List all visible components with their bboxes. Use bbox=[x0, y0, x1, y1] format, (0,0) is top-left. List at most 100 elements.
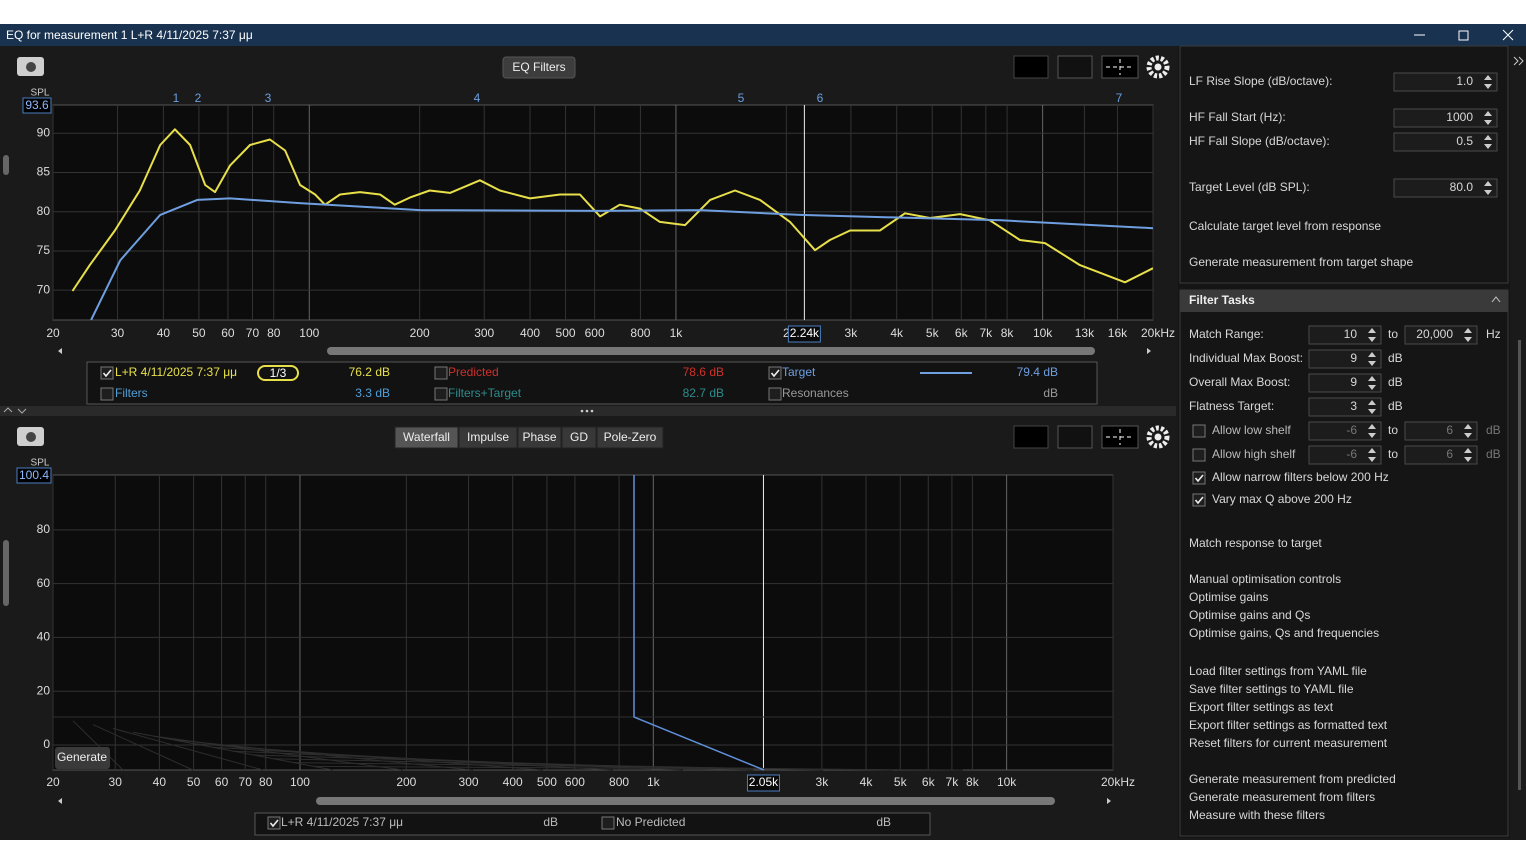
legend-label[interactable]: Predicted bbox=[448, 365, 499, 379]
collapse-icon[interactable] bbox=[1491, 296, 1501, 303]
legend-label[interactable]: L+R 4/11/2025 7:37 μμ bbox=[281, 815, 403, 829]
settings-button[interactable] bbox=[1146, 425, 1170, 449]
spinner-value[interactable]: 80.0 bbox=[1450, 180, 1474, 194]
side-scrollbar[interactable] bbox=[1518, 340, 1521, 790]
action-link[interactable]: Match response to target bbox=[1189, 536, 1322, 550]
spinner-value[interactable]: -6 bbox=[1346, 423, 1357, 437]
view-button[interactable] bbox=[1013, 425, 1049, 449]
filter-marker[interactable]: 1 bbox=[173, 91, 180, 105]
spinner[interactable] bbox=[1393, 132, 1498, 152]
spinner-arrows[interactable] bbox=[1484, 135, 1492, 149]
action-link[interactable]: Save filter settings to YAML file bbox=[1189, 682, 1354, 696]
spinner[interactable] bbox=[1308, 445, 1382, 465]
tab-label[interactable]: Waterfall bbox=[403, 430, 450, 444]
view-button[interactable] bbox=[1057, 55, 1093, 79]
settings-button[interactable] bbox=[1146, 55, 1170, 79]
checkbox[interactable] bbox=[267, 816, 281, 830]
action-link[interactable]: Reset filters for current measurement bbox=[1189, 736, 1388, 750]
spinner[interactable] bbox=[1308, 325, 1382, 345]
spinner-arrows[interactable] bbox=[1484, 181, 1492, 195]
action-link[interactable]: Generate measurement from filters bbox=[1189, 790, 1375, 804]
tab-label[interactable]: Impulse bbox=[467, 430, 509, 444]
spinner-arrows[interactable] bbox=[1484, 75, 1492, 89]
checkbox[interactable] bbox=[1192, 424, 1206, 438]
generate-button-label[interactable]: Generate bbox=[57, 750, 107, 764]
spinner-arrows[interactable] bbox=[1484, 111, 1492, 125]
spinner[interactable] bbox=[1393, 178, 1498, 198]
tab[interactable] bbox=[517, 426, 562, 449]
checkbox[interactable] bbox=[100, 387, 114, 401]
checkbox[interactable] bbox=[1192, 448, 1206, 462]
checkbox-label[interactable]: Vary max Q above 200 Hz bbox=[1212, 492, 1352, 506]
filter-marker[interactable]: 5 bbox=[738, 91, 745, 105]
restore-button[interactable] bbox=[1458, 30, 1469, 41]
action-link[interactable]: Measure with these filters bbox=[1189, 808, 1325, 822]
spinner-value[interactable]: 6 bbox=[1446, 423, 1453, 437]
spinner-arrows[interactable] bbox=[1368, 448, 1376, 462]
checkbox[interactable] bbox=[1192, 471, 1206, 485]
view-button[interactable] bbox=[1013, 55, 1049, 79]
view-button[interactable] bbox=[1057, 425, 1093, 449]
tab-label[interactable]: GD bbox=[570, 430, 588, 444]
action-link[interactable]: Calculate target level from response bbox=[1189, 219, 1381, 233]
spinner[interactable] bbox=[1308, 349, 1382, 369]
action-link[interactable]: Manual optimisation controls bbox=[1189, 572, 1341, 586]
tab[interactable] bbox=[394, 426, 459, 449]
spinner-arrows[interactable] bbox=[1368, 400, 1376, 414]
spinner-value[interactable]: 3 bbox=[1350, 399, 1357, 413]
spinner-value[interactable]: 20,000 bbox=[1416, 327, 1453, 341]
legend-label[interactable]: No Predicted bbox=[616, 815, 685, 829]
legend-label[interactable]: Target bbox=[782, 365, 816, 379]
spinner-value[interactable]: 10 bbox=[1344, 327, 1358, 341]
filter-marker[interactable]: 2 bbox=[195, 91, 202, 105]
spinner[interactable] bbox=[1404, 445, 1478, 465]
spinner-arrows[interactable] bbox=[1368, 352, 1376, 366]
spinner-value[interactable]: 1.0 bbox=[1456, 74, 1473, 88]
tab[interactable] bbox=[458, 426, 518, 449]
spinner[interactable] bbox=[1404, 421, 1478, 441]
filter-tasks-header[interactable] bbox=[1180, 290, 1508, 312]
tab[interactable] bbox=[561, 426, 597, 449]
filter-marker[interactable]: 7 bbox=[1116, 91, 1123, 105]
row-label[interactable]: Allow low shelf bbox=[1212, 423, 1291, 437]
spinner-arrows[interactable] bbox=[1368, 328, 1376, 342]
spinner-arrows[interactable] bbox=[1464, 424, 1472, 438]
spinner-arrows[interactable] bbox=[1368, 424, 1376, 438]
checkbox[interactable] bbox=[1192, 493, 1206, 507]
spinner-arrows[interactable] bbox=[1464, 448, 1472, 462]
smoothing-label[interactable]: 1/3 bbox=[270, 366, 287, 380]
checkbox[interactable] bbox=[434, 366, 448, 380]
checkbox[interactable] bbox=[768, 387, 782, 401]
action-link[interactable]: Load filter settings from YAML file bbox=[1189, 664, 1367, 678]
close-button[interactable] bbox=[1502, 29, 1514, 41]
expand-icon[interactable] bbox=[1513, 56, 1524, 66]
section-title[interactable]: Filter Tasks bbox=[1189, 293, 1255, 307]
tab-label[interactable]: Phase bbox=[522, 430, 556, 444]
filter-marker[interactable]: 6 bbox=[817, 91, 824, 105]
spinner-value[interactable]: 6 bbox=[1446, 447, 1453, 461]
action-link[interactable]: Optimise gains and Qs bbox=[1189, 608, 1310, 622]
tab-label[interactable]: Pole-Zero bbox=[604, 430, 657, 444]
action-link[interactable]: Export filter settings as formatted text bbox=[1189, 718, 1388, 732]
legend-label[interactable]: Resonances bbox=[782, 386, 849, 400]
h-scrollbar-thumb[interactable] bbox=[316, 797, 1055, 805]
v-scrollbar-thumb[interactable] bbox=[3, 155, 9, 175]
spinner-value[interactable]: 9 bbox=[1350, 351, 1357, 365]
smoothing-box[interactable] bbox=[257, 365, 299, 381]
eq-filters-button[interactable] bbox=[502, 56, 576, 79]
h-scrollbar-thumb[interactable] bbox=[327, 347, 1095, 355]
filter-marker[interactable]: 3 bbox=[265, 91, 272, 105]
action-link[interactable]: Export filter settings as text bbox=[1189, 700, 1334, 714]
checkbox[interactable] bbox=[100, 366, 114, 380]
filter-marker[interactable]: 4 bbox=[474, 91, 481, 105]
spinner[interactable] bbox=[1404, 325, 1478, 345]
action-link[interactable]: Optimise gains bbox=[1189, 590, 1268, 604]
spinner-arrows[interactable] bbox=[1464, 328, 1472, 342]
spinner[interactable] bbox=[1308, 373, 1382, 393]
divider-arrows[interactable] bbox=[3, 407, 27, 414]
checkbox-label[interactable]: Allow narrow filters below 200 Hz bbox=[1212, 470, 1389, 484]
spinner-value[interactable]: -6 bbox=[1346, 447, 1357, 461]
action-link[interactable]: Generate measurement from predicted bbox=[1189, 772, 1396, 786]
legend-label[interactable]: Filters bbox=[115, 386, 148, 400]
checkbox[interactable] bbox=[768, 366, 782, 380]
